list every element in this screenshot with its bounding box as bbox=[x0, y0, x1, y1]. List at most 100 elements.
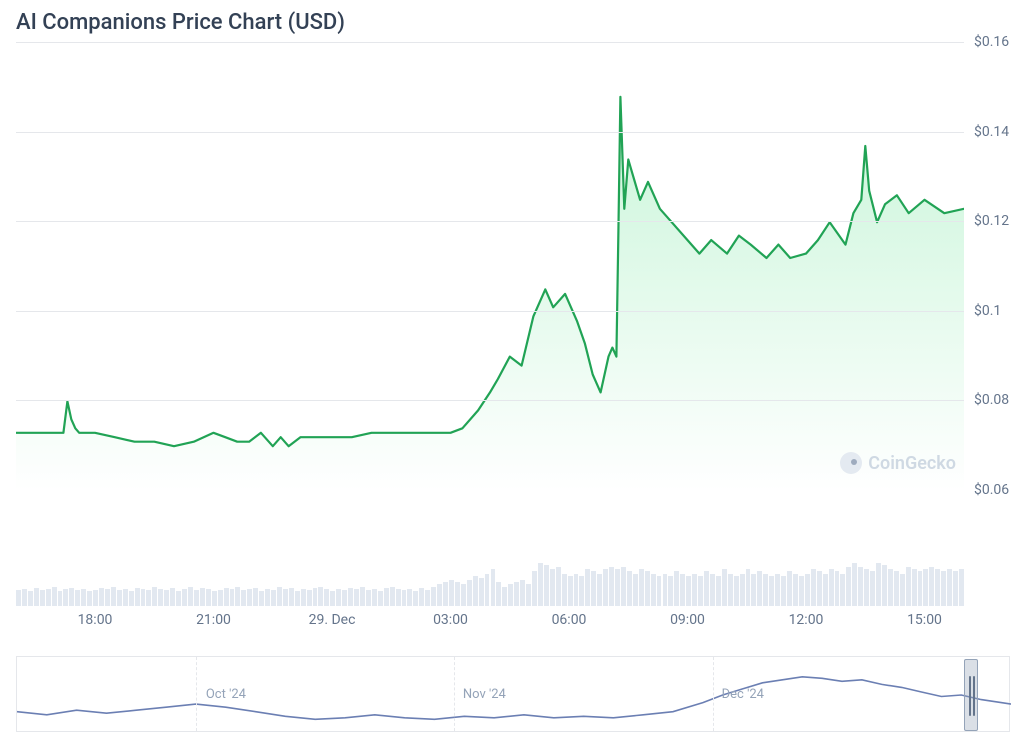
x-axis-labels: 18:0021:0029. Dec03:0006:0009:0012:0015:… bbox=[16, 612, 964, 636]
volume-bar bbox=[787, 571, 792, 606]
volume-bar bbox=[485, 574, 490, 606]
volume-bar bbox=[324, 589, 329, 606]
volume-bar bbox=[716, 576, 721, 606]
volume-bar bbox=[111, 587, 116, 606]
volume-bar bbox=[117, 590, 122, 606]
volume-bar bbox=[212, 591, 217, 606]
volume-bar bbox=[105, 589, 110, 606]
volume-bar bbox=[58, 591, 63, 606]
y-tick-label: $0.06 bbox=[974, 482, 1009, 498]
volume-bar bbox=[579, 576, 584, 606]
volume-bar bbox=[888, 569, 893, 606]
x-tick-label: 12:00 bbox=[789, 612, 824, 628]
price-chart[interactable] bbox=[16, 42, 964, 490]
navigator-svg bbox=[17, 657, 1011, 733]
volume-bar bbox=[182, 589, 187, 606]
volume-bar bbox=[562, 574, 567, 606]
volume-bar bbox=[491, 569, 496, 606]
volume-bar bbox=[680, 574, 685, 606]
volume-bar bbox=[152, 587, 157, 606]
volume-bar bbox=[22, 589, 27, 606]
volume-bar bbox=[307, 590, 312, 606]
volume-bar bbox=[793, 574, 798, 606]
volume-bar bbox=[425, 590, 430, 606]
volume-bar bbox=[63, 589, 68, 606]
volume-bar bbox=[722, 569, 727, 606]
volume-bar bbox=[651, 574, 656, 606]
volume-bar bbox=[413, 591, 418, 606]
navigator[interactable]: Oct '24Nov '24Dec '24 bbox=[16, 656, 1010, 732]
volume-bar bbox=[455, 582, 460, 606]
volume-bar bbox=[431, 587, 436, 606]
volume-bar bbox=[508, 584, 513, 606]
volume-bar bbox=[668, 576, 673, 606]
volume-bar bbox=[686, 576, 691, 606]
volume-bar bbox=[390, 587, 395, 606]
navigator-month-label: Oct '24 bbox=[206, 687, 246, 702]
navigator-month-label: Nov '24 bbox=[463, 687, 506, 702]
navigator-handle[interactable] bbox=[964, 659, 978, 731]
gridline bbox=[16, 42, 964, 43]
volume-bar bbox=[603, 569, 608, 606]
volume-bar bbox=[146, 590, 151, 606]
x-tick-label: 06:00 bbox=[552, 612, 587, 628]
volume-bar bbox=[775, 574, 780, 606]
volume-bar bbox=[259, 591, 264, 606]
volume-bar bbox=[728, 574, 733, 606]
x-tick-label: 18:00 bbox=[78, 612, 113, 628]
volume-bar bbox=[224, 588, 229, 606]
volume-bar bbox=[627, 571, 632, 606]
volume-bar bbox=[763, 574, 768, 606]
volume-bar bbox=[247, 589, 252, 606]
x-tick-label: 03:00 bbox=[433, 612, 468, 628]
volume-bar bbox=[615, 569, 620, 606]
gridline bbox=[16, 221, 964, 222]
volume-bar bbox=[692, 574, 697, 606]
volume-bar bbox=[585, 569, 590, 606]
volume-bar bbox=[520, 580, 525, 606]
volume-bar bbox=[740, 574, 745, 606]
volume-bar bbox=[829, 569, 834, 606]
volume-bar bbox=[947, 569, 952, 606]
volume-bars[interactable] bbox=[16, 498, 964, 606]
volume-bar bbox=[645, 571, 650, 606]
y-tick-label: $0.12 bbox=[974, 213, 1009, 229]
volume-bar bbox=[330, 591, 335, 606]
volume-bar bbox=[354, 589, 359, 606]
volume-bar bbox=[265, 589, 270, 606]
volume-bar bbox=[206, 589, 211, 606]
navigator-divider bbox=[454, 657, 455, 731]
volume-bar bbox=[69, 588, 74, 606]
volume-bar bbox=[514, 582, 519, 606]
volume-bar bbox=[591, 571, 596, 606]
volume-bar bbox=[906, 567, 911, 606]
volume-bar bbox=[301, 589, 306, 606]
volume-bar bbox=[170, 588, 175, 606]
gridline bbox=[16, 311, 964, 312]
volume-bar bbox=[372, 589, 377, 606]
volume-bar bbox=[811, 569, 816, 606]
volume-bar bbox=[769, 576, 774, 606]
volume-bar bbox=[657, 576, 662, 606]
volume-bar bbox=[840, 574, 845, 606]
volume-bar bbox=[348, 588, 353, 606]
volume-bar bbox=[52, 587, 57, 606]
navigator-divider bbox=[713, 657, 714, 731]
volume-bar bbox=[384, 588, 389, 606]
volume-bar bbox=[449, 580, 454, 606]
volume-bar bbox=[28, 591, 33, 606]
volume-bar bbox=[336, 589, 341, 606]
volume-bar bbox=[550, 569, 555, 606]
volume-bar bbox=[360, 587, 365, 606]
volume-bar bbox=[473, 576, 478, 606]
volume-bar bbox=[277, 587, 282, 606]
volume-bar bbox=[538, 563, 543, 606]
volume-bar bbox=[852, 563, 857, 606]
volume-bar bbox=[882, 565, 887, 606]
volume-bar bbox=[218, 590, 223, 606]
volume-bar bbox=[751, 574, 756, 606]
volume-bar bbox=[935, 569, 940, 606]
y-tick-label: $0.1 bbox=[974, 303, 1001, 319]
volume-bar bbox=[75, 590, 80, 606]
volume-bar bbox=[158, 589, 163, 606]
